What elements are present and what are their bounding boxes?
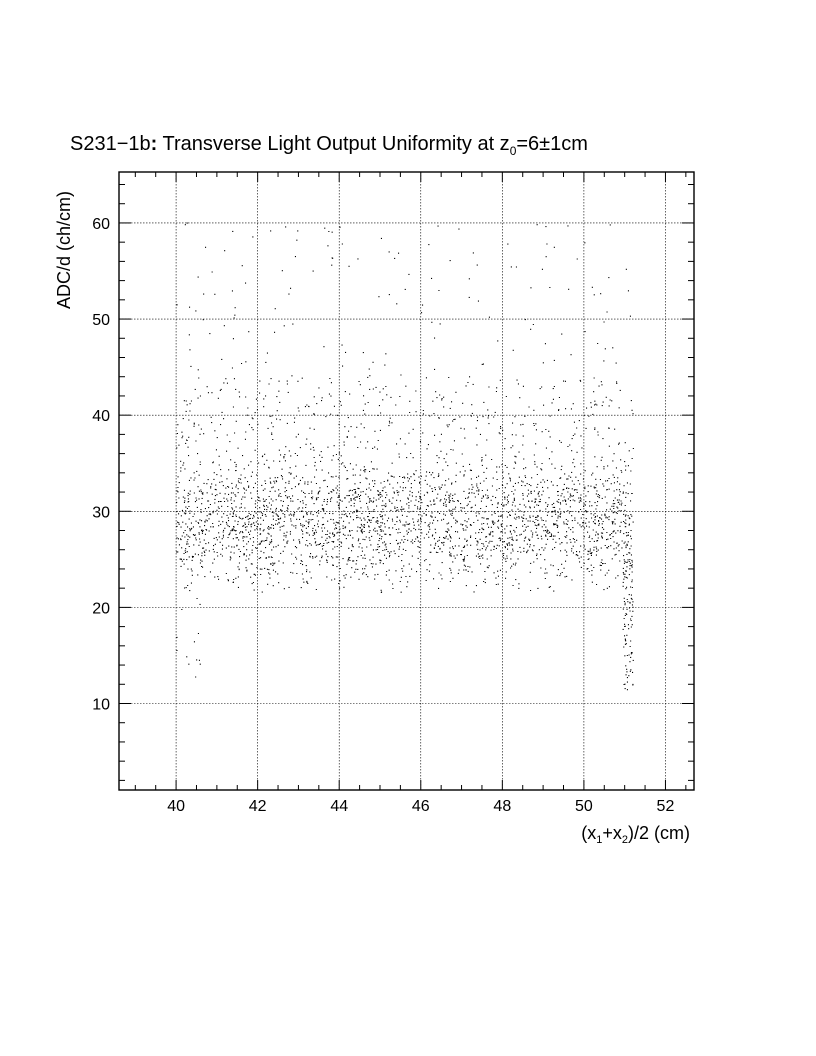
x-tick-label: 44: [330, 798, 348, 815]
y-tick-label: 20: [92, 600, 110, 617]
x-tick-label: 48: [493, 798, 511, 815]
xlabel-part-e: )/2 (cm): [628, 823, 690, 843]
data-points: [176, 222, 634, 691]
x-tick-label: 46: [412, 798, 430, 815]
y-axis-label: ADC/d (ch/cm): [54, 191, 74, 309]
y-tick-labels: 10 20 30 40 50 60: [92, 216, 110, 714]
y-tick-label: 30: [92, 504, 110, 521]
xlabel-subscript-1: 1: [596, 834, 602, 846]
title-subscript: 0: [510, 144, 517, 158]
grid-lines: [119, 172, 694, 790]
x-axis-label: (x1+x2)/2 (cm): [581, 823, 690, 846]
title-part-b: :: [151, 133, 158, 155]
chart-title: S231−1b: Transverse Light Output Uniform…: [70, 133, 588, 158]
xlabel-subscript-2: 2: [622, 834, 628, 846]
x-tick-label: 52: [657, 798, 675, 815]
y-tick-label: 50: [92, 312, 110, 329]
x-tick-labels: 40 42 44 46 48 50 52: [167, 798, 674, 815]
x-tick-label: 50: [575, 798, 593, 815]
x-tick-label: 42: [249, 798, 267, 815]
title-part-e: =6±1cm: [516, 133, 588, 155]
plot-frame: [118, 171, 695, 791]
title-part-c: Transverse Light Output Uniformity at z: [157, 133, 509, 155]
y-tick-label: 40: [92, 408, 110, 425]
y-tick-label: 60: [92, 216, 110, 233]
title-part-a: S231−1b: [70, 133, 151, 155]
y-tick-label: 10: [92, 696, 110, 713]
scatter-points: [176, 222, 634, 691]
x-tick-label: 40: [167, 798, 185, 815]
xlabel-part-c: +x: [602, 823, 622, 843]
xlabel-part-a: (x: [581, 823, 596, 843]
axis-ticks: [119, 172, 694, 790]
